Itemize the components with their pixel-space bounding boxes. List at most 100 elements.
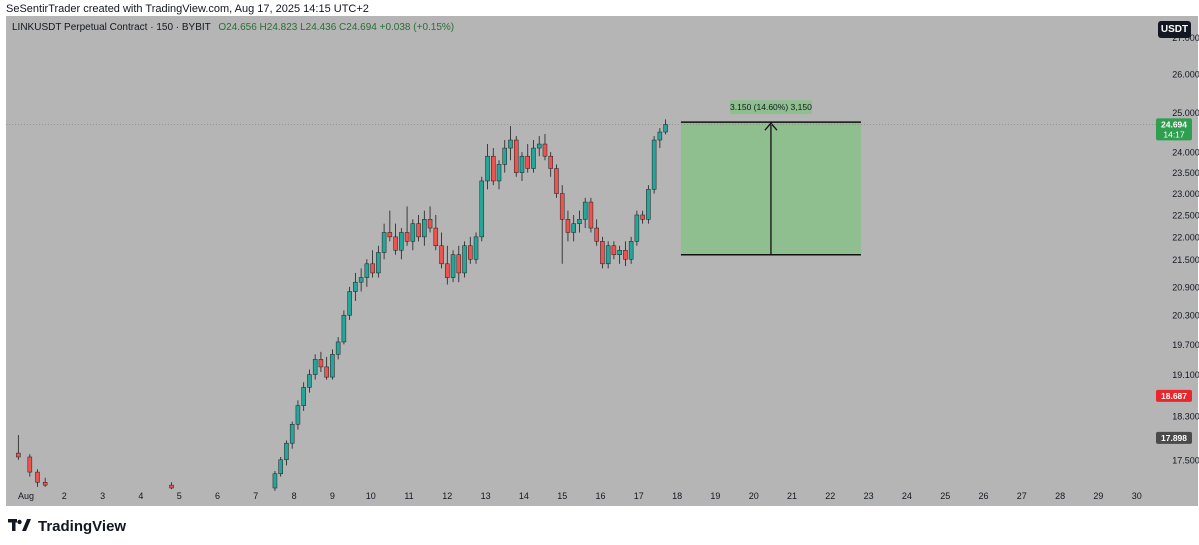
- candle-body: [646, 189, 651, 220]
- price-tick-label: 26.000: [1172, 70, 1199, 80]
- price-tick-label: 25.000: [1172, 108, 1199, 118]
- time-tick-label: 12: [442, 491, 452, 501]
- measure-label-bg: [729, 100, 812, 115]
- time-tick-label: 26: [978, 491, 988, 501]
- time-tick-label: 9: [330, 491, 335, 501]
- price-tick-label: 23.500: [1172, 168, 1199, 178]
- time-tick-label: 16: [595, 491, 605, 501]
- time-tick-label: 28: [1055, 491, 1065, 501]
- candle-body: [605, 245, 611, 265]
- candle-body: [617, 249, 622, 255]
- candle-body: [663, 124, 668, 133]
- time-tick-label: 14: [519, 491, 529, 501]
- time-tick-label: 4: [138, 491, 143, 501]
- price-tag-bg: [1156, 118, 1192, 141]
- candle-body: [370, 263, 375, 274]
- candle-body: [462, 245, 467, 274]
- tradingview-logo-icon: [8, 519, 31, 531]
- candle-body: [468, 245, 473, 260]
- time-tick-label: 20: [749, 491, 759, 501]
- time-tick-label: 2: [62, 491, 67, 501]
- candle-body: [657, 131, 663, 141]
- time-tick-label: 24: [902, 491, 912, 501]
- candle-body: [485, 155, 490, 182]
- time-tick-label: 3: [100, 491, 105, 501]
- price-tick-label: 17.500: [1172, 455, 1199, 465]
- candle-body: [582, 201, 588, 220]
- brand-name: TradingView: [38, 517, 127, 535]
- candle-body: [284, 442, 289, 461]
- price-tick-label: 23.000: [1172, 189, 1199, 199]
- candle-body: [427, 219, 433, 229]
- candle-body: [410, 223, 416, 242]
- symbol-legend[interactable]: LINKUSDT Perpetual Contract · 150 · BYBI…: [12, 22, 454, 33]
- candle-body: [358, 277, 364, 283]
- time-tick-label: 7: [253, 491, 258, 501]
- price-tick-label: 18.300: [1172, 412, 1199, 422]
- time-tick-label: 15: [557, 491, 567, 501]
- candle-body: [335, 341, 341, 355]
- candle-body: [554, 168, 559, 194]
- candle-body: [536, 143, 542, 149]
- ohlc-values: O24.656 H24.823 L24.436 C24.694 +0.038 (…: [218, 22, 455, 33]
- candle-body: [307, 374, 312, 388]
- candle-body: [519, 155, 525, 173]
- candle-body: [324, 366, 329, 378]
- candle-body: [542, 143, 548, 157]
- candles: [16, 119, 668, 491]
- price-tag-label: 24.694: [1161, 119, 1187, 129]
- candle-body: [634, 214, 640, 242]
- price-tick-label: 20.300: [1172, 311, 1199, 321]
- time-axis[interactable]: Aug 2 3 4 5 6 7 8 9 10 11 12 13 14 15 16 17 18 19 20 21 22 23 2…: [18, 491, 1142, 501]
- candle-body: [341, 314, 347, 343]
- candle-body: [479, 180, 485, 238]
- price-tick-label: 21.500: [1172, 255, 1199, 265]
- price-tag-countdown: 14:17: [1163, 129, 1185, 139]
- candle-body: [35, 471, 40, 483]
- price-tick-label: 19.700: [1172, 340, 1199, 350]
- candle-body: [565, 219, 571, 233]
- candle-body: [312, 359, 318, 375]
- time-tick-label: 18: [672, 491, 682, 501]
- measure-label: 3.150 (14.60%) 3,150: [730, 102, 812, 112]
- candle-body: [301, 387, 306, 406]
- candle-body: [364, 263, 370, 278]
- candle-body: [577, 219, 582, 224]
- time-tick-label: 25: [940, 491, 950, 501]
- time-tick-label: 6: [215, 491, 220, 501]
- candle-body: [318, 359, 324, 368]
- currency-unit-button[interactable]: USDT: [1158, 21, 1191, 38]
- candle-body: [651, 139, 657, 190]
- price-tag-label: 18.687: [1161, 391, 1187, 401]
- candle-body: [594, 227, 599, 242]
- price-tick-label: 22.000: [1172, 232, 1199, 242]
- candle-body: [42, 482, 48, 486]
- candle-body: [399, 232, 404, 251]
- time-tick-label: 8: [292, 491, 297, 501]
- candle-body: [571, 223, 576, 233]
- candle-body: [496, 164, 502, 182]
- time-tick-label: 27: [1017, 491, 1027, 501]
- candle-body: [387, 232, 393, 238]
- candle-body: [600, 241, 605, 265]
- time-tick-label: 10: [366, 491, 376, 501]
- candle-body: [456, 254, 462, 274]
- tradingview-branding[interactable]: TradingView: [8, 515, 126, 537]
- candle-body: [525, 155, 530, 169]
- candle-body: [439, 245, 444, 265]
- candle-body: [353, 281, 358, 292]
- candle-body: [531, 147, 536, 169]
- price-range-measure[interactable]: 3.150 (14.60%) 3,150: [680, 100, 861, 256]
- candle-body: [628, 241, 634, 260]
- candle-body: [623, 249, 628, 260]
- time-tick-label: Aug: [18, 491, 34, 501]
- candle-body: [295, 405, 301, 425]
- candle-body: [508, 139, 513, 149]
- candle-body: [376, 252, 381, 274]
- time-tick-label: 23: [864, 491, 874, 501]
- time-tick-label: 22: [825, 491, 835, 501]
- candle-body: [404, 232, 410, 242]
- candle-body: [278, 459, 283, 475]
